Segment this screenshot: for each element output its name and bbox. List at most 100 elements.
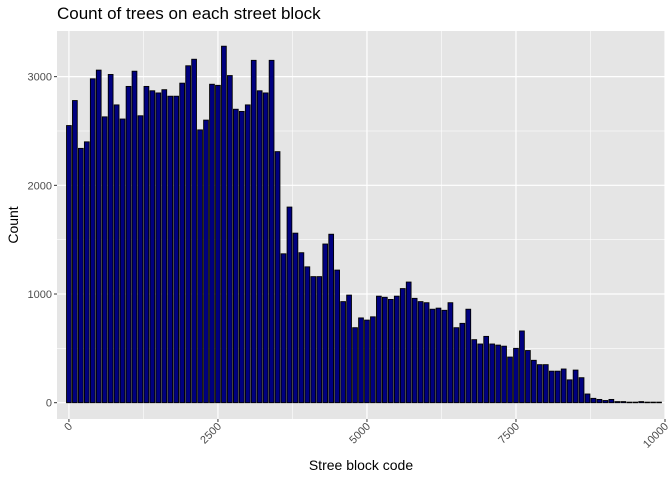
histogram-bar <box>459 322 466 404</box>
histogram-bar <box>292 232 299 404</box>
histogram-bar <box>393 295 400 404</box>
histogram-bar <box>89 78 96 404</box>
histogram-bar <box>322 243 329 404</box>
y-tick-label: 1000 <box>28 289 52 301</box>
chart-title: Count of trees on each street block <box>57 4 321 23</box>
y-axis-ticks: 0 1000 2000 3000 <box>28 72 57 410</box>
histogram-bar <box>78 147 84 404</box>
histogram-bar <box>334 269 340 404</box>
histogram-bar <box>620 401 627 404</box>
histogram-bar <box>238 110 245 404</box>
histogram-bar <box>256 90 263 404</box>
histogram-bar <box>280 253 287 404</box>
histogram-bar <box>608 398 615 404</box>
histogram-bar <box>113 104 120 404</box>
histogram-bar <box>417 301 424 404</box>
histogram-bar <box>215 84 221 404</box>
x-axis-ticks: 0 2500 5000 7500 10000 <box>62 419 671 451</box>
histogram-bar <box>346 294 352 404</box>
y-tick-label: 2000 <box>28 180 52 192</box>
histogram-bar <box>531 359 537 404</box>
histogram-bar <box>507 356 513 404</box>
histogram-bar <box>155 92 162 404</box>
histogram-bar <box>519 330 525 404</box>
histogram-bar <box>572 369 579 404</box>
histogram-bar <box>143 85 150 404</box>
histogram-bar <box>125 85 132 404</box>
histogram-bar <box>286 206 293 404</box>
histogram-bar <box>614 401 621 404</box>
x-axis-title: Stree block code <box>309 457 413 473</box>
histogram-bar <box>656 401 662 404</box>
histogram-bar <box>584 393 591 404</box>
histogram-bar <box>83 141 90 404</box>
histogram-bar <box>501 345 507 404</box>
histogram-bar <box>149 90 156 404</box>
histogram-bar <box>179 82 186 404</box>
histogram-bar <box>227 75 233 404</box>
histogram-bar <box>423 302 430 404</box>
histogram-bar <box>411 297 418 404</box>
histogram-bar <box>161 89 168 404</box>
histogram-bar <box>405 281 412 404</box>
x-tick-label: 10000 <box>641 421 671 451</box>
histogram-bar <box>536 364 543 404</box>
histogram-bar <box>185 65 191 404</box>
histogram-bar <box>399 288 406 404</box>
histogram-bar <box>382 296 388 404</box>
x-tick-label: 0 <box>62 421 75 434</box>
histogram-bar <box>203 119 209 404</box>
histogram-bar <box>548 370 555 404</box>
x-tick-label: 2500 <box>198 421 224 447</box>
histogram-bar <box>525 350 531 404</box>
histogram-bar <box>304 266 311 404</box>
histogram-bar <box>542 364 549 404</box>
histogram-bar <box>298 252 305 404</box>
histogram-bar <box>232 108 239 404</box>
histogram-bar <box>429 308 436 404</box>
histogram-bar <box>316 276 323 404</box>
histogram-bar <box>387 298 394 404</box>
histogram-bar <box>167 95 174 404</box>
histogram-bar <box>638 401 644 404</box>
histogram-bar <box>650 401 656 404</box>
histogram-bar <box>352 327 358 404</box>
x-tick-label: 7500 <box>496 421 522 447</box>
histogram-bar <box>596 398 603 404</box>
histogram-bar <box>173 95 180 404</box>
histogram-bar <box>471 339 478 404</box>
y-tick-label: 0 <box>46 398 52 410</box>
histogram-bar <box>560 368 567 404</box>
histogram-bars <box>66 45 662 404</box>
histogram-bar <box>250 59 257 404</box>
histogram-bar <box>447 302 454 404</box>
histogram-bar <box>119 118 126 404</box>
histogram-bar <box>465 308 472 404</box>
histogram-bar <box>66 125 72 404</box>
histogram-bar <box>626 401 633 404</box>
histogram-bar <box>483 335 490 404</box>
histogram-bar <box>435 307 442 404</box>
y-axis-title: Count <box>5 206 21 243</box>
histogram-bar <box>244 104 251 404</box>
histogram-bar <box>632 401 639 404</box>
histogram-bar <box>262 92 269 404</box>
histogram-bar <box>101 116 108 404</box>
histogram-bar <box>376 295 382 404</box>
histogram-bar <box>364 319 370 404</box>
histogram-bar <box>590 397 597 404</box>
histogram-bar <box>310 276 317 404</box>
histogram-bar <box>358 317 364 404</box>
histogram-bar <box>441 309 448 404</box>
histogram-bar <box>328 233 335 404</box>
histogram-bar <box>107 74 114 404</box>
histogram-bar <box>566 379 573 404</box>
histogram-bar <box>137 115 144 404</box>
histogram-bar <box>453 327 460 404</box>
histogram-bar <box>578 377 585 404</box>
histogram-bar <box>131 70 138 404</box>
histogram-bar <box>268 59 275 404</box>
y-tick-label: 3000 <box>28 72 52 84</box>
histogram-bar <box>477 343 484 404</box>
histogram-bar <box>209 83 215 404</box>
